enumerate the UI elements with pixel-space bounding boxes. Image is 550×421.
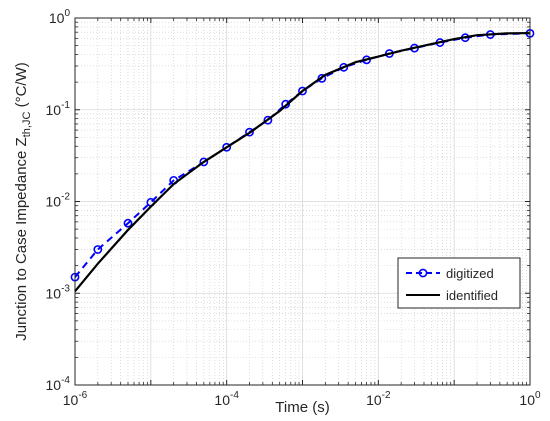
data-point	[199, 157, 209, 167]
tick-label-exponent: -1	[61, 100, 70, 111]
legend-label: digitized	[446, 266, 494, 281]
series-layer	[70, 28, 535, 293]
tick-label-exponent: -2	[61, 192, 70, 203]
tick-label-base: 10	[63, 392, 79, 408]
tick-label-exponent: 0	[535, 390, 541, 401]
tick-label-base: 10	[46, 377, 62, 393]
tick-label-base: 10	[49, 10, 65, 26]
y-tick-label: 10-2	[46, 192, 71, 210]
y-axis-label-units: (°C/W)	[13, 62, 30, 111]
legend-entries: digitized identified	[406, 266, 498, 303]
tick-label-exponent: -2	[382, 390, 391, 401]
tick-label-exponent: -6	[78, 390, 87, 401]
series-identified	[74, 31, 531, 293]
x-tick-label: 10-4	[214, 390, 239, 408]
y-tick-label: 100	[49, 8, 71, 26]
data-point	[339, 62, 349, 72]
y-axis-label-subscript: th,JC	[21, 112, 33, 138]
data-point	[245, 127, 254, 137]
y-axis-label-main: Junction to Case Impedance Z	[13, 137, 30, 340]
legend-box	[397, 257, 521, 309]
x-tick-label: 10-6	[63, 390, 88, 408]
legend-entry-identified: identified	[406, 288, 498, 303]
tick-label-exponent: -4	[61, 375, 70, 386]
tick-label-base: 10	[366, 392, 382, 408]
legend-marker	[418, 268, 428, 278]
tick-label-exponent: -3	[61, 283, 70, 294]
x-tick-label: 10-2	[366, 390, 391, 408]
y-tick-label: 10-4	[46, 375, 71, 393]
y-tick-label: 10-3	[46, 283, 71, 301]
data-point	[123, 218, 133, 228]
y-tick-label: 10-1	[46, 100, 71, 118]
legend-label: identified	[446, 288, 498, 303]
legend: digitized identified	[397, 257, 521, 309]
data-point	[317, 73, 327, 83]
series-line-identified	[74, 31, 531, 293]
x-tick-labels: 10-6 10-4 10-2 100	[63, 390, 541, 408]
y-axis-label: Junction to Case Impedance Zth,JC (°C/W)	[13, 62, 33, 340]
tick-label-exponent: 0	[64, 8, 70, 19]
tick-label-exponent: -4	[230, 390, 239, 401]
x-tick-label: 100	[519, 390, 541, 408]
tick-label-base: 10	[519, 392, 535, 408]
tick-label-base: 10	[46, 194, 62, 210]
tick-label-base: 10	[46, 102, 62, 118]
legend-entry-digitized: digitized	[406, 266, 494, 281]
data-point	[93, 245, 103, 254]
data-point	[263, 115, 273, 125]
data-point	[222, 142, 232, 152]
data-point	[298, 86, 307, 96]
plot-area	[70, 17, 535, 386]
x-axis-label: Time (s)	[275, 399, 329, 416]
tick-label-base: 10	[46, 285, 62, 301]
tick-label-base: 10	[214, 392, 230, 408]
ticks-layer	[74, 17, 531, 386]
data-point	[281, 99, 291, 109]
